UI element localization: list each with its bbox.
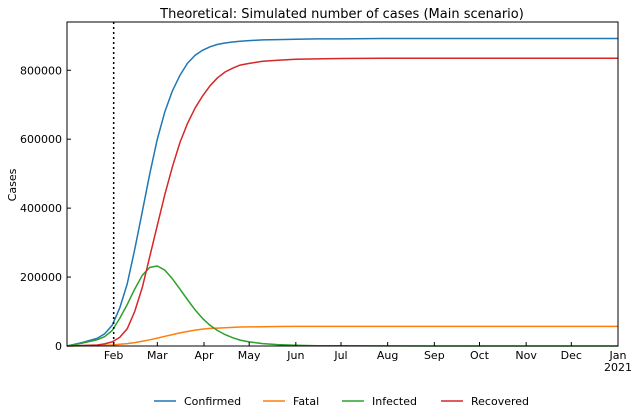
x-tick-label: Jan (609, 349, 627, 362)
y-axis-label: Cases (6, 168, 19, 201)
axes-frame (66, 21, 619, 347)
x-tick-label: Sep (424, 349, 445, 362)
x-tick-label: Oct (470, 349, 490, 362)
x-year-label: 2021 (604, 361, 632, 374)
x-tick-label: Mar (147, 349, 168, 362)
series-line-recovered (66, 57, 618, 347)
legend-label-infected: Infected (372, 395, 417, 408)
series-line-infected (66, 265, 618, 347)
chart-title: Theoretical: Simulated number of cases (… (159, 7, 524, 22)
x-tick-label: Feb (104, 349, 123, 362)
x-tick-label: Jun (286, 349, 304, 362)
legend-label-confirmed: Confirmed (184, 395, 241, 408)
y-tick-label: 0 (55, 340, 62, 353)
x-tick-label: Aug (377, 349, 398, 362)
x-tick-label: May (238, 349, 261, 362)
y-tick-label: 800000 (20, 64, 62, 77)
series-line-confirmed (66, 37, 618, 347)
legend-label-recovered: Recovered (471, 395, 529, 408)
legend-label-fatal: Fatal (293, 395, 319, 408)
y-tick-label: 200000 (20, 271, 62, 284)
plot-area: 0 200000 400000 600000 800000 Feb Mar Apr May Jun… (20, 21, 632, 374)
series-line-fatal (66, 325, 618, 347)
legend: Confirmed Fatal Infected Recovered (154, 395, 529, 408)
y-tick-label: 400000 (20, 202, 62, 215)
x-tick-label: Jul (333, 349, 347, 362)
y-tick-label: 600000 (20, 133, 62, 146)
x-tick-label: Apr (194, 349, 214, 362)
x-tick-label: Nov (515, 349, 537, 362)
x-tick-label: Dec (561, 349, 582, 362)
